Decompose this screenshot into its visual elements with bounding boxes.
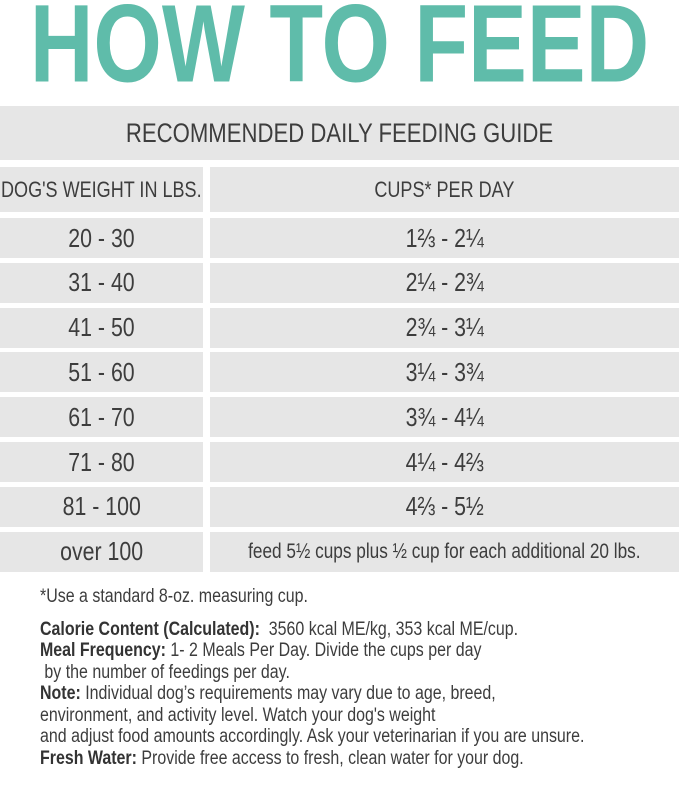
- weight-cell-text: 20 - 30: [68, 222, 135, 253]
- column-header-cups: CUPS* PER DAY: [210, 167, 679, 212]
- meal-frequency: Meal Frequency: 1- 2 Meals Per Day. Divi…: [40, 640, 679, 683]
- column-header-text: CUPS* PER DAY: [374, 176, 515, 202]
- column-header-weight: DOG'S WEIGHT IN LBS.: [0, 167, 203, 212]
- feeding-notes: *Use a standard 8-oz. measuring cup. Cal…: [40, 586, 679, 769]
- table-heading-text: RECOMMENDED DAILY FEEDING GUIDE: [125, 117, 554, 148]
- weight-cell-text: 81 - 100: [62, 491, 141, 522]
- note-text-2: environment, and activity level. Watch y…: [40, 704, 436, 726]
- cups-cell: 3¾ - 4¼: [210, 397, 679, 438]
- footnote-text: *Use a standard 8-oz. measuring cup.: [40, 586, 308, 607]
- meal-text: 1- 2 Meals Per Day. Divide the cups per …: [165, 640, 482, 661]
- cups-cell-text: 4¼ - 4⅔: [405, 446, 484, 477]
- water-text: Provide free access to fresh, clean wate…: [136, 747, 524, 769]
- cups-cell: feed 5½ cups plus ½ cup for each additio…: [210, 531, 679, 572]
- cups-cell: 2¾ - 3¼: [210, 307, 679, 348]
- calorie-text: 3560 kcal ME/kg, 353 kcal ME/cup.: [259, 618, 519, 640]
- weight-cell: 31 - 40: [0, 262, 203, 303]
- cups-cell: 3¼ - 3¾: [210, 352, 679, 393]
- cups-cell: 4⅔ - 5½: [210, 486, 679, 527]
- footnote: *Use a standard 8-oz. measuring cup.: [40, 586, 679, 608]
- note-text-3: and adjust food amounts accordingly. Ask…: [40, 726, 585, 747]
- fresh-water: Fresh Water: Provide free access to fres…: [40, 748, 679, 770]
- cups-cell-text: 1⅔ - 2¼: [405, 222, 484, 253]
- column-header-text: DOG'S WEIGHT IN LBS.: [1, 176, 202, 202]
- weight-cell-text: over 100: [60, 536, 143, 567]
- cups-cell: 1⅔ - 2¼: [210, 218, 679, 258]
- calorie-label: Calorie Content (Calculated):: [40, 618, 260, 640]
- weight-cell-text: 51 - 60: [68, 356, 135, 387]
- weight-cell-text: 41 - 50: [68, 312, 135, 343]
- page-title: HOW TO FEED: [29, 0, 650, 106]
- weight-cell: 71 - 80: [0, 442, 203, 482]
- water-label: Fresh Water:: [40, 747, 137, 769]
- note: Note: Individual dog’s requirements may …: [40, 683, 679, 748]
- weight-cell: 61 - 70: [0, 397, 203, 438]
- cups-cell-text: 2¼ - 2¾: [405, 267, 484, 298]
- meal-text-2: by the number of feedings per day.: [40, 661, 290, 683]
- meal-label: Meal Frequency:: [40, 640, 166, 661]
- cups-cell-text: 2¾ - 3¼: [405, 312, 484, 343]
- weight-cell: over 100: [0, 531, 203, 572]
- weight-cell: 51 - 60: [0, 352, 203, 393]
- weight-cell: 20 - 30: [0, 218, 203, 258]
- cups-cell-text: 3¼ - 3¾: [405, 356, 484, 387]
- weight-cell-text: 71 - 80: [68, 446, 135, 477]
- note-label: Note:: [40, 683, 81, 704]
- weight-cell: 41 - 50: [0, 307, 203, 348]
- cups-cell-text: 3¾ - 4¼: [405, 401, 484, 432]
- weight-cell-text: 31 - 40: [68, 267, 135, 298]
- cups-cell: 2¼ - 2¾: [210, 262, 679, 303]
- cups-cell-text: feed 5½ cups plus ½ cup for each additio…: [248, 539, 641, 563]
- calorie-content: Calorie Content (Calculated): 3560 kcal …: [40, 619, 679, 641]
- cups-cell-text: 4⅔ - 5½: [405, 491, 484, 522]
- weight-cell: 81 - 100: [0, 486, 203, 527]
- weight-cell-text: 61 - 70: [68, 401, 135, 432]
- cups-cell: 4¼ - 4⅔: [210, 442, 679, 482]
- table-heading: RECOMMENDED DAILY FEEDING GUIDE: [0, 106, 679, 160]
- note-text: Individual dog’s requirements may vary d…: [80, 683, 496, 704]
